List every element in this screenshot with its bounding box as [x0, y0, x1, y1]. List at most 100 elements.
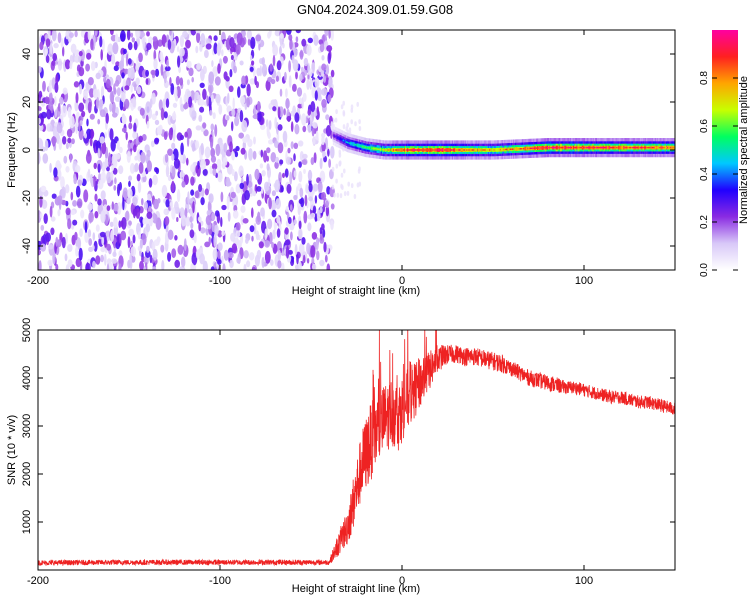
- signal-band-cell: [606, 146, 609, 149]
- signal-band-cell: [464, 149, 467, 151]
- signal-band-cell: [395, 149, 397, 151]
- noise-blob: [130, 32, 134, 38]
- noise-blob: [246, 97, 251, 108]
- noise-blob: [146, 42, 152, 51]
- noise-blob: [45, 96, 49, 105]
- signal-band-cell: [345, 141, 348, 143]
- noise-blob: [118, 165, 124, 175]
- noise-blob: [97, 163, 101, 173]
- noise-blob: [259, 65, 262, 77]
- snr-frame: [37, 329, 676, 571]
- noise-blob: [356, 101, 360, 107]
- noise-blob: [120, 230, 127, 241]
- signal-band-cell: [649, 146, 652, 149]
- signal-band-cell: [388, 149, 391, 151]
- signal-band-cell: [589, 146, 591, 149]
- signal-band-cell: [540, 147, 542, 149]
- noise-blob: [217, 63, 221, 74]
- noise-blob: [70, 191, 74, 201]
- noise-blob: [79, 228, 83, 238]
- noise-blob: [217, 258, 222, 265]
- noise-blob: [187, 191, 190, 205]
- noise-blob: [228, 252, 234, 259]
- noise-blob: [160, 63, 164, 76]
- signal-band-cell: [603, 146, 606, 149]
- noise-blob: [340, 183, 343, 189]
- noise-blob: [128, 175, 133, 181]
- noise-blob: [275, 75, 279, 82]
- noise-blob: [321, 88, 328, 96]
- noise-blob: [350, 183, 354, 189]
- signal-band-cell: [493, 149, 495, 151]
- noise-blob: [229, 37, 235, 48]
- signal-band-cell: [443, 149, 445, 151]
- signal-band-cell: [461, 149, 464, 151]
- noise-blob: [100, 49, 103, 61]
- noise-blob: [127, 58, 132, 65]
- signal-band-cell: [336, 136, 338, 138]
- signal-band-cell: [566, 146, 569, 149]
- noise-blob: [270, 99, 277, 106]
- noise-blob: [198, 184, 203, 192]
- signal-band-cell: [478, 149, 480, 151]
- y-tick-label: 1000: [21, 510, 33, 534]
- signal-band-cell: [580, 146, 583, 149]
- y-tick-label: 4000: [21, 366, 33, 390]
- noise-blob: [113, 65, 119, 72]
- noise-blob: [181, 181, 186, 188]
- signal-band-cell: [333, 135, 336, 137]
- noise-blob: [178, 65, 182, 74]
- signal-band-cell: [391, 149, 394, 151]
- noise-blob: [295, 71, 298, 80]
- x-tick-label: 100: [575, 575, 593, 587]
- noise-blob: [286, 156, 291, 165]
- signal-band-cell: [657, 146, 659, 149]
- noise-blob: [278, 171, 282, 183]
- noise-blob: [239, 110, 244, 123]
- signal-band-cell: [377, 148, 380, 150]
- noise-blob: [65, 184, 70, 194]
- noise-blob: [227, 211, 231, 222]
- noise-blob: [298, 140, 304, 147]
- noise-blob: [96, 96, 100, 110]
- noise-blob: [121, 127, 127, 133]
- noise-blob: [57, 58, 63, 71]
- noise-blob: [39, 41, 44, 51]
- noise-blob: [258, 241, 264, 249]
- noise-blob: [169, 77, 172, 86]
- noise-blob: [251, 235, 254, 242]
- noise-blob: [126, 150, 131, 163]
- noise-blob: [100, 171, 107, 184]
- signal-band-cell: [426, 149, 429, 151]
- signal-band-cell: [371, 147, 373, 150]
- noise-blob: [319, 157, 323, 170]
- noise-blob: [52, 53, 57, 62]
- signal-band-cell: [613, 146, 615, 149]
- noise-blob: [127, 236, 131, 249]
- noise-blob: [147, 193, 152, 201]
- signal-band-cell: [386, 149, 388, 151]
- noise-blob: [92, 232, 96, 241]
- noise-blob: [121, 115, 127, 125]
- noise-blob: [298, 170, 303, 183]
- noise-blob: [139, 107, 145, 116]
- noise-blob: [112, 112, 118, 118]
- noise-blob: [315, 130, 319, 141]
- noise-blob: [185, 216, 191, 227]
- noise-blob: [279, 33, 284, 39]
- noise-blob: [235, 44, 241, 55]
- signal-band-cell: [659, 146, 661, 149]
- noise-blob: [285, 245, 290, 259]
- noise-blob: [282, 130, 288, 143]
- noise-blob: [116, 233, 120, 247]
- noise-blob: [233, 65, 238, 74]
- signal-band-cell: [467, 149, 469, 151]
- signal-band-cell: [610, 146, 612, 149]
- noise-blob: [114, 33, 119, 44]
- signal-band-cell: [466, 149, 468, 151]
- signal-band-cell: [365, 146, 368, 149]
- noise-blob: [121, 72, 125, 79]
- noise-blob: [296, 253, 299, 265]
- noise-blob: [198, 222, 202, 232]
- noise-blob: [331, 184, 335, 190]
